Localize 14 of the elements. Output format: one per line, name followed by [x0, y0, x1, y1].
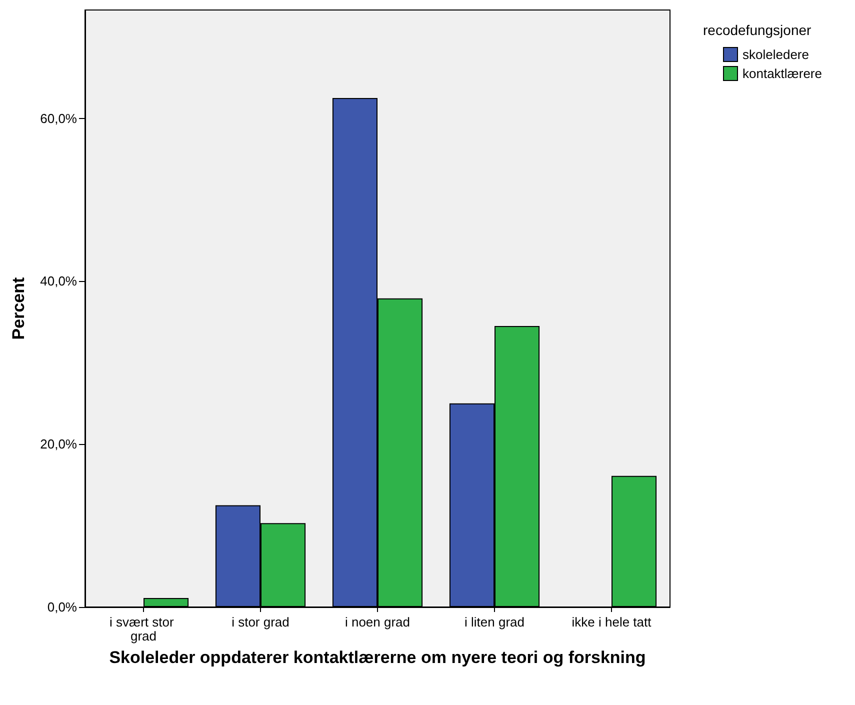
- x-tick-label: ikke i hele tatt: [572, 614, 652, 630]
- legend-label: skoleledere: [742, 47, 809, 62]
- y-tick-label: 60,0%: [40, 110, 78, 126]
- y-tick-label: 40,0%: [40, 274, 78, 289]
- x-axis-title: Skoleleder oppdaterer kontaktlærerne om nyere teori og forskning: [109, 648, 646, 667]
- legend-title: recodefungsjoner: [703, 22, 812, 38]
- legend-label: kontaktlærere: [742, 66, 822, 81]
- x-tick-label: i noen grad: [344, 614, 410, 630]
- y-axis-title: Percent: [9, 276, 28, 340]
- x-tick-label: i liten grad: [464, 614, 524, 630]
- y-tick-label: 20,0%: [40, 436, 78, 452]
- x-tick-label: i svært stor grad: [110, 614, 178, 644]
- x-tick-label: i stor grad: [232, 614, 290, 630]
- y-tick-label: 0,0%: [47, 600, 78, 614]
